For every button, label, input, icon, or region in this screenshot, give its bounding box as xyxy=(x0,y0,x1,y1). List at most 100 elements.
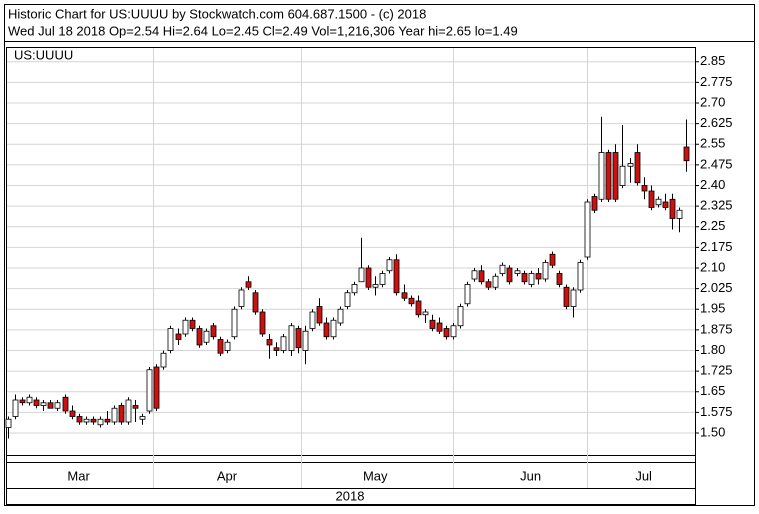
y-tick-label: 2.175 xyxy=(700,239,733,254)
y-tick-label: 1.95 xyxy=(700,301,725,316)
candle-body xyxy=(648,190,655,208)
candle-body xyxy=(111,407,118,423)
candle-body xyxy=(146,369,153,412)
candle-body xyxy=(132,405,139,409)
candle-body xyxy=(386,259,393,272)
candle-body xyxy=(528,273,535,285)
candle-body xyxy=(40,402,47,406)
candle-body xyxy=(238,289,245,307)
candle-body xyxy=(521,273,528,283)
candle-body xyxy=(33,399,40,406)
candle-body xyxy=(252,292,259,313)
candle-body xyxy=(125,399,132,423)
candle-body xyxy=(358,267,365,283)
y-tick-label: 2.625 xyxy=(700,115,733,130)
candle-body xyxy=(683,146,690,162)
x-tick-label: Mar xyxy=(67,468,90,483)
x-tick-label: Apr xyxy=(217,468,238,483)
candle-body xyxy=(669,198,676,219)
chart-subtitle: Wed Jul 18 2018 Op=2.54 Hi=2.64 Lo=2.45 … xyxy=(8,23,518,38)
candle-body xyxy=(47,402,54,409)
candle-body xyxy=(12,399,19,417)
y-tick-label: 2.55 xyxy=(700,136,725,151)
candle-body xyxy=(570,289,577,307)
plot-frame xyxy=(6,47,696,456)
candle-body xyxy=(5,418,12,428)
candle-body xyxy=(330,319,337,338)
symbol-label: US:UUUU xyxy=(14,47,73,62)
y-tick-label: 1.875 xyxy=(700,321,733,336)
candle-body xyxy=(217,339,224,354)
candle-body xyxy=(506,267,513,283)
candle-body xyxy=(203,330,210,343)
candle-body xyxy=(196,328,203,346)
y-tick-label: 1.80 xyxy=(700,342,725,357)
candle-body xyxy=(26,396,33,404)
y-tick-label: 1.575 xyxy=(700,404,733,419)
candle-body xyxy=(372,284,379,288)
volume-strip xyxy=(6,455,696,463)
candle-body xyxy=(577,262,584,291)
chart-title: Historic Chart for US:UUUU by Stockwatch… xyxy=(8,6,426,21)
y-tick-label: 2.10 xyxy=(700,259,725,274)
candle-body xyxy=(288,325,295,351)
candle-body xyxy=(499,264,506,274)
candle-body xyxy=(210,325,217,338)
candle-body xyxy=(273,347,280,351)
y-tick-label: 1.50 xyxy=(700,424,725,439)
candle-body xyxy=(379,273,386,285)
candle-body xyxy=(167,328,174,351)
year-label: 2018 xyxy=(336,488,365,503)
candle-body xyxy=(408,297,415,305)
candle-body xyxy=(259,311,266,335)
candle-body xyxy=(83,418,90,423)
candle-body xyxy=(266,339,273,346)
outer-frame xyxy=(4,4,755,506)
candle-body xyxy=(323,322,330,338)
candle-body xyxy=(598,152,605,200)
candle-body xyxy=(492,275,499,288)
candle-body xyxy=(619,165,626,186)
candle-body xyxy=(634,152,641,184)
y-tick-label: 2.40 xyxy=(700,177,725,192)
candle-body xyxy=(231,308,238,338)
y-tick-label: 2.025 xyxy=(700,280,733,295)
month-row xyxy=(6,462,696,489)
candle-body xyxy=(429,319,436,329)
candle-body xyxy=(316,306,323,324)
candle-body xyxy=(676,209,683,219)
candle-body xyxy=(605,152,612,200)
candle-body xyxy=(514,270,521,274)
x-tick-label: Jun xyxy=(520,468,541,483)
candle-body xyxy=(104,418,111,423)
candle-body xyxy=(457,306,464,327)
candle-body xyxy=(450,325,457,338)
candle-body xyxy=(655,198,662,206)
candle-body xyxy=(309,311,316,329)
candle-body xyxy=(464,284,471,305)
candle-body xyxy=(224,341,231,351)
x-tick-label: Jul xyxy=(635,468,652,483)
candle-body xyxy=(175,333,182,340)
y-tick-label: 1.65 xyxy=(700,383,725,398)
candle-body xyxy=(415,300,422,316)
candle-body xyxy=(478,270,485,283)
candle-body xyxy=(69,410,76,417)
candle-body xyxy=(471,270,478,280)
candle-body xyxy=(549,253,556,266)
x-tick-label: May xyxy=(363,468,388,483)
candle-body xyxy=(422,311,429,316)
candle-body xyxy=(393,259,400,294)
y-tick-label: 2.775 xyxy=(700,74,733,89)
candle-body xyxy=(641,185,648,192)
candle-body xyxy=(612,152,619,200)
candle-body xyxy=(118,405,125,423)
candle-body xyxy=(365,267,372,288)
candle-body xyxy=(19,399,26,404)
candle-body xyxy=(563,286,570,307)
y-tick-label: 2.85 xyxy=(700,53,725,68)
candle-body xyxy=(153,366,160,409)
y-tick-label: 2.475 xyxy=(700,156,733,171)
candle-body xyxy=(90,418,97,423)
